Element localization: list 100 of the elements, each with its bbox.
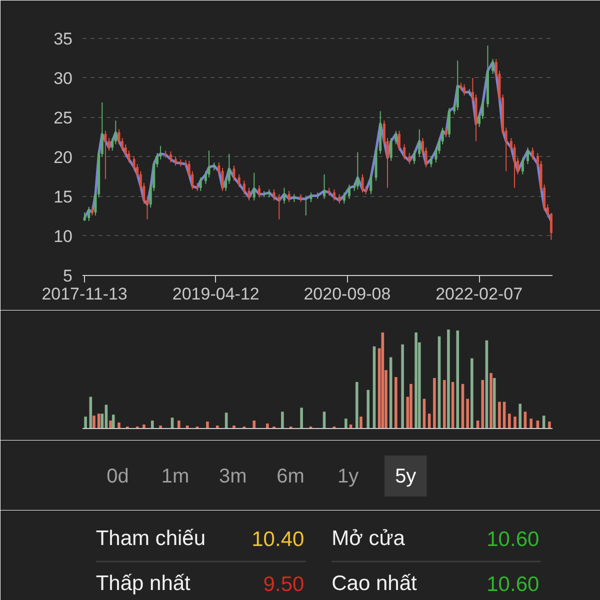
text: 1y xyxy=(337,466,359,488)
bar xyxy=(466,398,469,428)
candlestick xyxy=(526,146,530,165)
candlestick xyxy=(531,146,534,160)
candlestick xyxy=(342,192,346,204)
bar xyxy=(142,424,146,428)
y-tick-label: 15 xyxy=(54,187,73,206)
text: 9.50 xyxy=(263,573,304,596)
bar xyxy=(366,390,370,428)
candlestick xyxy=(232,165,236,182)
bar xyxy=(84,416,87,428)
candlestick xyxy=(310,192,312,203)
bar xyxy=(300,408,303,428)
y-tick-label: 20 xyxy=(54,148,73,167)
bar xyxy=(401,344,404,428)
bar xyxy=(344,418,348,428)
candlestick xyxy=(272,188,276,201)
text: 6m xyxy=(276,466,304,488)
y-tick-label: 5 xyxy=(63,266,73,286)
bar xyxy=(490,373,492,428)
x-tick-label: 2020-09-08 xyxy=(304,284,391,304)
bar xyxy=(498,402,501,428)
candlestick xyxy=(398,130,400,152)
y-tick-label: 25 xyxy=(54,108,73,128)
text: 3m xyxy=(219,466,247,488)
candlestick xyxy=(258,184,260,198)
candlestick xyxy=(492,58,494,75)
candlestick xyxy=(323,174,326,200)
bar xyxy=(414,332,418,428)
candlestick xyxy=(356,152,359,190)
bar xyxy=(252,420,256,428)
bar xyxy=(206,422,209,428)
candlestick xyxy=(418,128,421,158)
bar xyxy=(492,378,496,428)
candlestick xyxy=(448,107,450,138)
candlestick xyxy=(370,174,372,195)
candlestick xyxy=(169,150,172,164)
bar xyxy=(150,420,154,428)
bar xyxy=(508,414,511,428)
candlestick xyxy=(361,174,364,194)
x-tick-label: 2017-11-13 xyxy=(42,284,128,304)
candlestick xyxy=(248,187,250,201)
bar xyxy=(360,416,362,428)
bar xyxy=(442,380,446,428)
bar xyxy=(518,404,522,428)
candlestick xyxy=(288,190,290,203)
x-tick-label: 2019-04-12 xyxy=(172,284,260,304)
bar xyxy=(394,377,398,428)
text: 10.60 xyxy=(486,573,540,596)
bar xyxy=(177,420,180,428)
text: 0d xyxy=(106,466,129,488)
bar xyxy=(266,424,269,428)
text: 10.60 xyxy=(486,528,540,551)
bar xyxy=(548,422,551,428)
bar xyxy=(92,416,96,428)
text: 5y xyxy=(395,466,416,488)
candlestick xyxy=(174,156,177,166)
y-tick-label: 30 xyxy=(54,68,73,88)
bar xyxy=(118,422,120,428)
text: Cao nhất xyxy=(332,572,417,595)
candlestick xyxy=(521,157,524,175)
candlestick xyxy=(338,194,341,204)
candlestick xyxy=(332,188,336,201)
bar xyxy=(109,420,112,428)
candlestick xyxy=(252,172,256,201)
bar xyxy=(112,414,115,428)
candlestick xyxy=(413,150,416,165)
candlestick xyxy=(456,60,459,111)
bar xyxy=(433,378,436,428)
bar xyxy=(356,382,358,428)
candlestick xyxy=(394,130,398,145)
candlestick xyxy=(390,138,392,162)
bar xyxy=(456,330,460,428)
candlestick xyxy=(403,144,406,160)
candlestick xyxy=(463,84,466,96)
candlestick xyxy=(444,127,448,138)
candlestick xyxy=(278,194,280,220)
bar xyxy=(159,426,162,428)
y-tick-label: 35 xyxy=(54,29,73,48)
candlestick xyxy=(282,187,286,204)
candlestick xyxy=(238,174,240,188)
candlestick xyxy=(242,180,246,195)
text: Tham chiếu xyxy=(96,527,206,550)
text: 10.40 xyxy=(252,528,304,551)
bar xyxy=(232,426,236,428)
candlestick xyxy=(348,184,350,200)
text: Mở cửa xyxy=(332,527,406,550)
text: 1m xyxy=(161,466,190,488)
candlestick xyxy=(104,130,107,180)
y-tick-label: 10 xyxy=(54,226,73,246)
candlestick xyxy=(430,156,432,168)
bar xyxy=(410,384,412,428)
bar xyxy=(514,416,516,428)
bar xyxy=(470,358,474,428)
candlestick xyxy=(408,152,411,165)
bar xyxy=(281,412,284,428)
bar xyxy=(481,380,484,428)
text: Thấp nhất xyxy=(96,572,191,595)
bar xyxy=(447,330,450,428)
candlestick xyxy=(199,177,202,192)
